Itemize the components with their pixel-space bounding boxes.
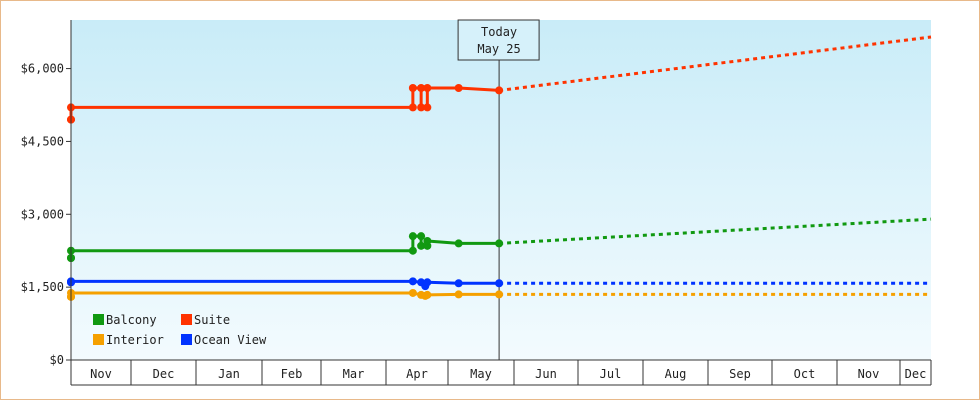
legend-item: Balcony xyxy=(93,313,157,327)
y-tick-label: $6,000 xyxy=(21,62,64,76)
month-label: May xyxy=(470,367,492,381)
data-point xyxy=(408,277,417,286)
data-point xyxy=(417,103,426,112)
legend-label: Suite xyxy=(194,313,230,327)
series-balcony xyxy=(67,217,932,262)
data-point xyxy=(423,237,432,245)
data-point xyxy=(495,290,504,299)
data-point xyxy=(495,279,504,288)
data-point xyxy=(495,239,504,248)
month-label: Oct xyxy=(794,367,816,381)
legend-label: Ocean View xyxy=(194,333,267,347)
month-label: Dec xyxy=(905,367,927,381)
forecast-line xyxy=(498,35,932,92)
y-tick-label: $0 xyxy=(50,353,64,367)
month-label: Nov xyxy=(858,367,880,381)
today-label: Today xyxy=(481,25,517,39)
month-label: Aug xyxy=(665,367,687,381)
data-point xyxy=(454,84,463,92)
y-tick-label: $4,500 xyxy=(21,134,64,148)
data-point xyxy=(408,103,417,112)
legend-swatch xyxy=(93,334,104,345)
data-point xyxy=(423,103,432,112)
forecast-line xyxy=(499,217,932,245)
legend-label: Balcony xyxy=(106,313,157,327)
y-tick-label: $3,000 xyxy=(21,207,64,221)
history-line xyxy=(69,234,500,258)
legend-label: Interior xyxy=(106,333,164,347)
plot-area xyxy=(71,20,931,360)
y-tick-label: $1,500 xyxy=(21,280,64,294)
history-line xyxy=(69,86,500,120)
data-point xyxy=(423,84,432,92)
month-label: Apr xyxy=(406,367,428,381)
month-label: Jun xyxy=(535,367,557,381)
data-point xyxy=(408,232,417,241)
month-label: Nov xyxy=(90,367,112,381)
data-point xyxy=(454,290,463,299)
data-point xyxy=(454,239,463,248)
legend-swatch xyxy=(93,314,104,325)
data-point xyxy=(417,241,426,250)
legend-item: Interior xyxy=(93,333,164,347)
today-callout xyxy=(457,19,540,61)
data-point xyxy=(408,84,417,92)
legend-swatch xyxy=(181,334,192,345)
data-point xyxy=(423,290,432,299)
data-point xyxy=(454,279,463,288)
legend-item: Ocean View xyxy=(181,333,267,347)
month-label: Jul xyxy=(600,367,622,381)
month-label: Jan xyxy=(218,367,240,381)
data-point xyxy=(417,232,426,241)
data-point xyxy=(408,288,417,297)
legend-swatch xyxy=(181,314,192,325)
month-label: Dec xyxy=(153,367,175,381)
month-label: Feb xyxy=(281,367,303,381)
data-point xyxy=(495,86,504,95)
today-date: May 25 xyxy=(477,42,520,56)
data-point xyxy=(417,84,426,92)
data-point xyxy=(423,278,432,287)
series-suite xyxy=(67,35,932,124)
legend-item: Suite xyxy=(181,313,230,327)
data-point xyxy=(408,246,417,255)
month-label: Sep xyxy=(729,367,751,381)
month-label: Mar xyxy=(343,367,365,381)
